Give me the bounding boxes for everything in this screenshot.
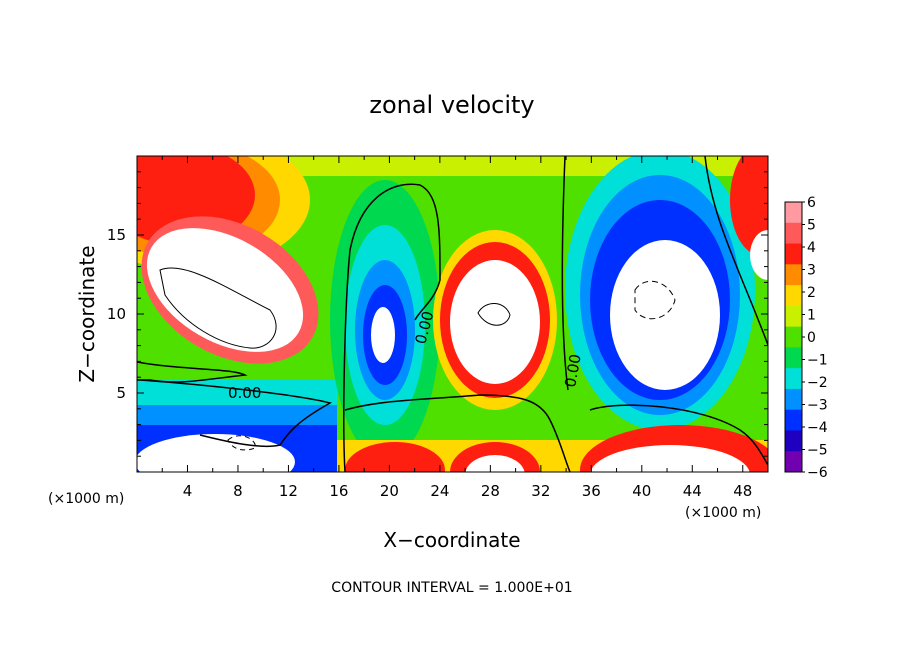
contour-line [227, 435, 256, 451]
x-axis-label: X−coordinate [383, 528, 520, 552]
contour-lines [137, 156, 768, 472]
contour-line [589, 404, 768, 466]
colorbar-swatch [785, 264, 802, 286]
y-tick-label: 10 [107, 305, 126, 323]
colorbar-swatch [785, 388, 802, 411]
contour-line [634, 280, 676, 320]
heatmap-field [137, 156, 768, 472]
heat-patch [345, 442, 445, 472]
x-tick-label: 40 [632, 482, 651, 500]
colorbar-label: 3 [807, 263, 816, 279]
colorbar: 6 5 4 3 2 1 0 −1 −2 −3 −4 −5 −6 [784, 195, 828, 481]
x-tick-label: 36 [582, 482, 601, 500]
colorbar-swatch [785, 409, 802, 431]
colorbar-swatch [785, 347, 802, 369]
contour-label: 0.00 [228, 384, 261, 402]
colorbar-label: −1 [807, 353, 828, 369]
x-tick-label: 8 [233, 482, 243, 500]
heat-patch [730, 156, 768, 255]
heat-patch [610, 240, 720, 390]
contour-line [159, 267, 277, 349]
contour-line [343, 183, 441, 472]
x-tick-label: 4 [183, 482, 193, 500]
contour-line [561, 156, 569, 391]
x-tick-label: 48 [733, 482, 752, 500]
heat-patch [137, 434, 295, 472]
colorbar-label: 4 [807, 240, 816, 256]
heat-patch [465, 455, 525, 472]
x-tick-label: 32 [531, 482, 550, 500]
y-tick-label: 15 [107, 226, 126, 244]
heat-patch [371, 307, 395, 363]
x-axis: 4 8 12 16 20 24 28 32 36 40 44 48 [136, 156, 769, 500]
contour-line [344, 394, 571, 472]
heat-patch [750, 230, 768, 280]
chart-title: zonal velocity [369, 91, 534, 119]
colorbar-swatch [785, 368, 802, 390]
heat-patch [590, 445, 750, 472]
colorbar-swatch [785, 202, 802, 224]
x-unit-label-right: (×1000 m) [685, 505, 761, 521]
colorbar-label: −5 [807, 443, 828, 459]
x-tick-label: 16 [329, 482, 348, 500]
colorbar-label: 6 [807, 195, 816, 211]
y-axis-label: Z−coordinate [75, 245, 99, 382]
colorbar-swatch [785, 326, 802, 348]
colorbar-swatch [785, 222, 802, 245]
contour-label: 0.00 [561, 353, 585, 389]
colorbar-swatch [785, 451, 802, 473]
y-tick-label: 5 [116, 384, 126, 402]
colorbar-swatch [785, 243, 802, 265]
x-tick-label: 28 [481, 482, 500, 500]
contour-line [477, 303, 511, 326]
heat-patch [146, 228, 304, 352]
colorbar-label: 1 [807, 308, 816, 324]
contour-interval-note: CONTOUR INTERVAL = 1.000E+01 [331, 580, 572, 596]
colorbar-label: −3 [807, 398, 828, 414]
contour-line [139, 379, 332, 448]
colorbar-label: 5 [807, 218, 816, 234]
y-axis: 5 10 15 [107, 171, 768, 457]
colorbar-label: −6 [807, 465, 828, 481]
colorbar-label: 2 [807, 285, 816, 301]
x-tick-label: 24 [430, 482, 449, 500]
x-tick-label: 20 [380, 482, 399, 500]
colorbar-swatch [785, 430, 802, 452]
colorbar-swatch [785, 285, 802, 307]
colorbar-label: −2 [807, 375, 828, 391]
colorbar-label: −4 [807, 420, 828, 436]
colorbar-label: 0 [807, 330, 816, 346]
contour-line [704, 156, 768, 346]
colorbar-swatch [785, 305, 802, 328]
x-tick-label: 12 [279, 482, 298, 500]
x-tick-label: 44 [683, 482, 702, 500]
x-unit-label: (×1000 m) [48, 491, 124, 507]
heat-patch [450, 260, 540, 384]
